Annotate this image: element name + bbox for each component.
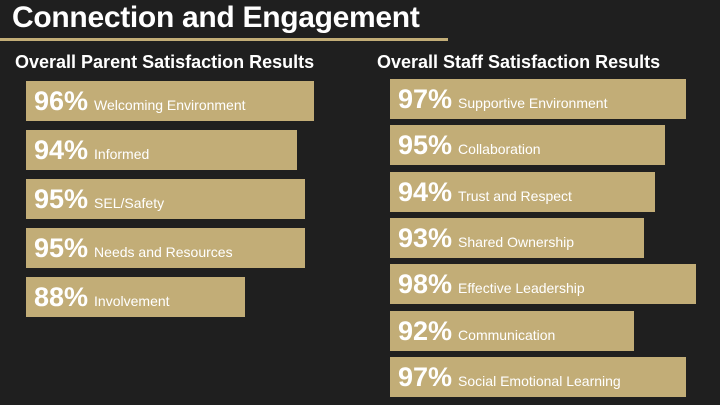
staff-bar-value-label: 94% [398, 176, 453, 207]
staff-bar-value-label: 92% [398, 315, 453, 346]
staff-bar-category-label: Social Emotional Learning [458, 372, 621, 389]
parent-bar-category-label: Informed [94, 146, 150, 162]
staff-bar-value-label: 98% [398, 269, 453, 300]
parent-bar-2: 94% Informed [26, 130, 297, 170]
staff-bar-category-label: Shared Ownership [458, 233, 574, 250]
parent-bar-value-label: 88% [34, 282, 89, 312]
staff-bar-category-label: Communication [458, 326, 556, 343]
parent-bar-category-label: SEL/Safety [94, 195, 165, 211]
staff-bar-5: 98% Effective Leadership [390, 264, 696, 305]
parent-chart-title: Overall Parent Satisfaction Results [15, 52, 315, 72]
staff-bar-value-label: 93% [398, 222, 453, 253]
parent-bar-category-label: Welcoming Environment [94, 97, 246, 113]
staff-bar-value-label: 97% [398, 361, 453, 392]
parent-bar-category-label: Needs and Resources [94, 244, 233, 260]
title-underline [0, 38, 448, 41]
staff-chart-title: Overall Staff Satisfaction Results [377, 52, 661, 72]
staff-bar-value-label: 97% [398, 84, 453, 114]
staff-bar-2: 95% Collaboration [390, 125, 665, 166]
parent-bar-value-label: 95% [34, 184, 89, 214]
parent-bar-5: 88% Involvement [26, 277, 245, 317]
parent-bar-value-label: 96% [34, 86, 89, 116]
parent-bar-1: 96% Welcoming Environment [26, 81, 314, 121]
staff-bar-3: 94% Trust and Respect [390, 171, 655, 212]
parent-bar-4: 95% Needs and Resources [26, 228, 306, 268]
staff-bar-category-label: Effective Leadership [458, 280, 585, 297]
page-title: Connection and Engagement [12, 1, 420, 34]
staff-bar-7: 97% Social Emotional Learning [390, 356, 686, 397]
parent-bar-category-label: Involvement [94, 293, 170, 309]
staff-bar-category-label: Trust and Respect [458, 187, 572, 204]
parent-bar-3: 95% SEL/Safety [26, 179, 306, 219]
staff-bar-value-label: 95% [398, 130, 453, 161]
parent-bar-value-label: 95% [34, 233, 89, 263]
parent-bar-value-label: 94% [34, 135, 89, 165]
staff-bar-6: 92% Communication [390, 310, 634, 351]
staff-bar-category-label: Collaboration [458, 141, 541, 158]
staff-bar-1: 97% Supportive Environment [390, 79, 686, 119]
staff-bar-4: 93% Shared Ownership [390, 217, 645, 258]
staff-bar-category-label: Supportive Environment [458, 95, 608, 111]
